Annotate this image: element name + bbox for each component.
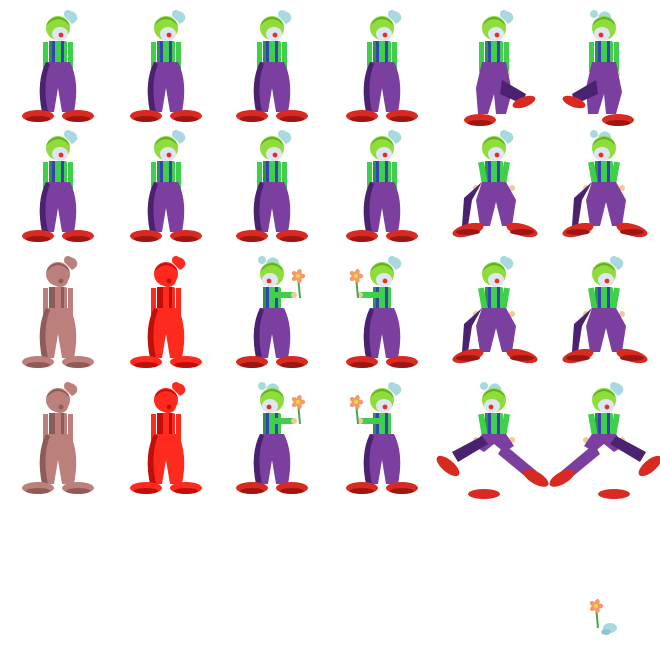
clown-sprite-r2-c1	[22, 130, 94, 242]
clown-sprite-r3-c6	[562, 256, 648, 364]
clown-sprite-r2-c4	[346, 130, 418, 242]
clown-sprite-r3-c1	[22, 256, 94, 368]
clown-sprite-r1-c1	[22, 10, 94, 122]
clown-sprite-r1-c3	[236, 10, 308, 122]
clown-sprite-r3-c3	[236, 256, 308, 368]
clown-sprite-r1-c5	[464, 10, 536, 126]
clown-sprite-r4-c1	[22, 382, 94, 494]
clown-sprite-r2-c6	[562, 130, 648, 238]
clown-sprite-r1-c4	[346, 10, 418, 122]
clown-sprite-r2-c3	[236, 130, 308, 242]
clown-sprite-r2-c2	[130, 130, 202, 242]
clown-sprite-r2-c5	[452, 130, 538, 238]
clown-sprite-r1-c6	[562, 10, 634, 126]
clown-sprite-r4-c4	[346, 382, 418, 494]
flower-prop	[589, 599, 617, 635]
clown-sprite-r1-c2	[130, 10, 202, 122]
clown-sprite-r4-c3	[236, 382, 308, 494]
clown-sprite-r4-c6	[549, 382, 660, 499]
clown-sprite-r3-c5	[452, 256, 538, 364]
clown-sprite-r3-c2	[130, 256, 202, 368]
clown-sprite-r4-c2	[130, 382, 202, 494]
clown-sprite-r4-c5	[436, 382, 549, 499]
clown-sprite-r3-c4	[346, 256, 418, 368]
